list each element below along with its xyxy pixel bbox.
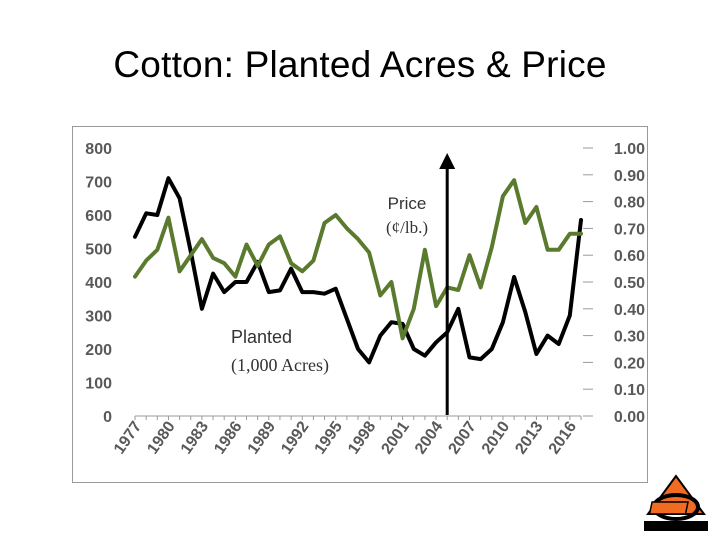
chart-title: Cotton: Planted Acres & Price <box>113 44 607 85</box>
right-tick-label: 0.80 <box>614 195 645 212</box>
x-tick-label: 2007 <box>445 418 479 457</box>
left-tick-label: 300 <box>85 309 112 326</box>
left-tick-label: 800 <box>85 141 112 158</box>
x-tick-label: 1989 <box>245 418 279 457</box>
right-tick-label: 1.00 <box>614 141 645 158</box>
left-tick-label: 400 <box>85 275 112 292</box>
right-tick-label: 0.10 <box>614 382 645 399</box>
x-tick-label: 1992 <box>278 418 312 457</box>
left-tick-label: 200 <box>85 342 112 359</box>
planted-label-line1: Planted <box>231 327 292 347</box>
right-tick-label: 0.50 <box>614 275 645 292</box>
x-tick-label: 1995 <box>312 418 346 457</box>
x-tick-label: 2013 <box>512 418 546 457</box>
price-label-line1: Price <box>388 194 427 213</box>
left-tick-label: 0 <box>103 409 112 426</box>
chart-frame: 0 100 200 300 400 500 600 700 800 0.00 0.10 0.20 0.… <box>72 126 648 483</box>
right-tick-label: 0.90 <box>614 168 645 185</box>
x-axis: 1977 1980 1983 1986 1989 1992 1995 1998 2001 2004… <box>111 415 582 457</box>
right-tick-label: 0.60 <box>614 248 645 265</box>
series-layer <box>133 176 583 365</box>
vertical-arrow-head <box>439 153 456 169</box>
x-tick-label: 1983 <box>178 418 212 457</box>
osu-extension-logo <box>644 474 708 531</box>
x-tick-label: 2001 <box>379 418 413 457</box>
price-label-line2: (¢/lb.) <box>386 218 428 237</box>
right-tick-label: 0.00 <box>614 409 645 426</box>
x-tick-label: 2016 <box>546 418 580 457</box>
x-tick-label: 2004 <box>412 418 446 457</box>
right-tick-label: 0.30 <box>614 329 645 346</box>
left-tick-label: 600 <box>85 208 112 225</box>
left-tick-label: 700 <box>85 175 112 192</box>
x-tick-label: 1986 <box>211 418 245 457</box>
x-tick-label: 1998 <box>345 418 379 457</box>
logo-underline <box>644 521 708 531</box>
right-tick-label: 0.20 <box>614 355 645 372</box>
planted-acres-line <box>133 176 583 365</box>
x-tick-label: 1977 <box>111 418 145 457</box>
right-tick-label: 0.70 <box>614 221 645 238</box>
left-axis: 0 100 200 300 400 500 600 700 800 <box>85 141 112 426</box>
logo-banner <box>648 501 689 515</box>
left-tick-label: 500 <box>85 242 112 259</box>
price-line <box>133 178 583 341</box>
planted-label-line2: (1,000 Acres) <box>231 355 329 376</box>
right-axis: 0.00 0.10 0.20 0.30 0.40 0.50 0.60 0.70 0.80 0.90… <box>583 141 645 426</box>
left-tick-label: 100 <box>85 376 112 393</box>
right-tick-label: 0.40 <box>614 302 645 319</box>
x-tick-label: 1980 <box>144 418 178 457</box>
x-tick-label: 2010 <box>479 418 513 457</box>
annotations: Price (¢/lb.) Planted (1,000 Acres) <box>231 153 456 415</box>
